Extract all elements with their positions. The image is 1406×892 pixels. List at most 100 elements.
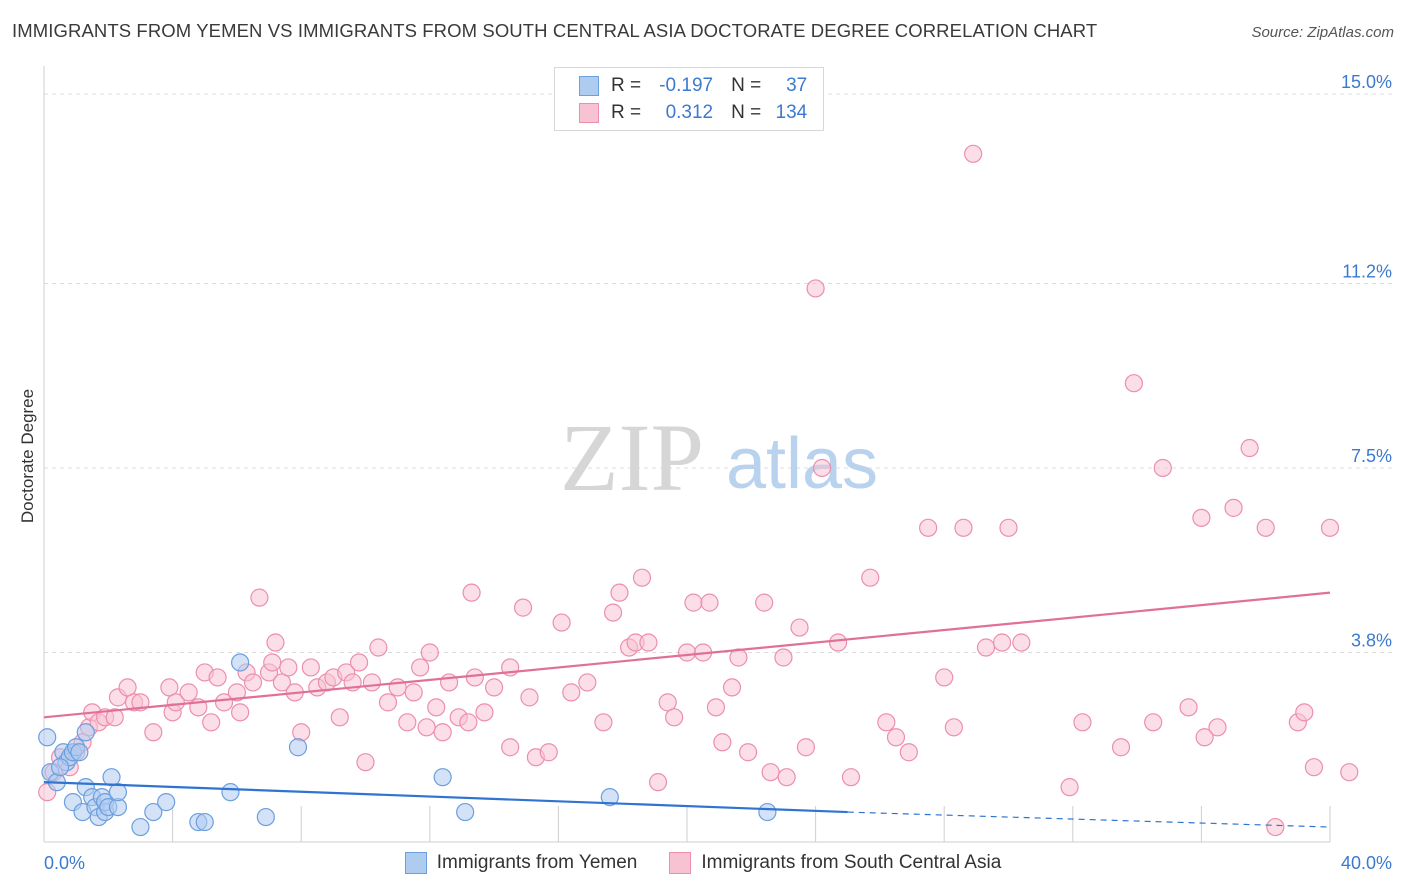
point-south-central-asia — [812, 458, 832, 478]
point-south-central-asia — [279, 658, 298, 677]
legend-r-label: R = — [611, 102, 642, 123]
point-yemen — [70, 743, 89, 762]
point-south-central-asia — [665, 708, 684, 727]
point-south-central-asia — [796, 738, 816, 757]
point-south-central-asia — [999, 518, 1018, 537]
legend-n-value-south-central-asia: 134 — [775, 102, 808, 123]
axes — [43, 66, 1331, 843]
point-south-central-asia — [1144, 713, 1163, 732]
point-south-central-asia — [552, 613, 571, 632]
point-south-central-asia — [1153, 458, 1172, 478]
point-south-central-asia — [166, 693, 185, 712]
legend-item-south-central-asia[interactable]: Immigrants from South Central Asia — [669, 852, 1001, 874]
point-south-central-asia — [417, 718, 436, 737]
point-yemen — [144, 802, 163, 822]
point-south-central-asia — [954, 518, 973, 537]
point-south-central-asia — [639, 633, 658, 652]
trend-lines — [43, 591, 1331, 828]
point-south-central-asia — [118, 678, 137, 697]
point-south-central-asia — [420, 643, 439, 662]
point-south-central-asia — [1295, 703, 1314, 722]
point-south-central-asia — [349, 653, 369, 672]
point-south-central-asia — [738, 743, 758, 762]
point-south-central-asia — [790, 618, 809, 637]
point-south-central-asia — [330, 708, 349, 727]
point-south-central-asia — [964, 144, 983, 163]
point-south-central-asia — [356, 753, 375, 772]
point-south-central-asia — [713, 733, 732, 752]
point-south-central-asia — [632, 568, 652, 587]
x-tick-labels: 0.0% 40.0% — [44, 853, 1392, 873]
legend-row-yemen: R = -0.197 N = 37 — [579, 74, 807, 98]
point-south-central-asia — [378, 693, 398, 712]
legend-label-yemen: Immigrants from Yemen — [436, 852, 638, 873]
point-south-central-asia — [301, 658, 320, 677]
point-south-central-asia — [398, 713, 417, 732]
y-tick-label: 11.2% — [1342, 261, 1392, 281]
legend-item-yemen[interactable]: Immigrants from Yemen — [404, 852, 638, 874]
point-south-central-asia — [485, 678, 504, 697]
legend-r-value-yemen: -0.197 — [659, 75, 714, 96]
legend-swatch-yemen — [404, 852, 427, 874]
trend-line-yemen-extrapolated — [847, 811, 1331, 828]
x-tick-max: 40.0% — [1341, 853, 1392, 873]
point-south-central-asia — [243, 673, 263, 692]
legend-r-label: R = — [611, 75, 642, 96]
point-yemen — [221, 783, 240, 802]
point-south-central-asia — [1012, 633, 1031, 652]
point-yemen — [195, 812, 214, 832]
point-south-central-asia — [263, 653, 282, 672]
point-south-central-asia — [658, 693, 677, 712]
point-south-central-asia — [992, 633, 1012, 652]
point-south-central-asia — [603, 603, 623, 622]
point-south-central-asia — [806, 279, 825, 298]
point-south-central-asia — [465, 668, 484, 687]
source-label: Source: ZipAtlas.com — [1251, 24, 1394, 41]
point-south-central-asia — [677, 643, 697, 662]
point-south-central-asia — [578, 673, 597, 692]
point-south-central-asia — [501, 738, 520, 757]
y-tick-label: 15.0% — [1341, 72, 1392, 92]
point-south-central-asia — [1124, 374, 1143, 393]
point-south-central-asia — [105, 708, 124, 727]
point-south-central-asia — [214, 693, 234, 712]
point-south-central-asia — [1240, 438, 1259, 458]
point-south-central-asia — [861, 568, 880, 587]
point-south-central-asia — [1060, 778, 1079, 797]
point-south-central-asia — [202, 713, 221, 732]
y-tick-labels: 3.8% 7.5% 11.2% 15.0% — [1341, 72, 1392, 651]
series-south-central-asia — [38, 144, 1359, 837]
point-south-central-asia — [1266, 817, 1285, 837]
point-south-central-asia — [777, 768, 796, 787]
point-south-central-asia — [1256, 518, 1275, 537]
point-yemen — [157, 793, 176, 812]
point-south-central-asia — [411, 658, 430, 677]
point-south-central-asia — [610, 583, 629, 602]
point-yemen — [256, 807, 275, 827]
point-south-central-asia — [976, 638, 996, 657]
point-south-central-asia — [562, 683, 581, 702]
point-south-central-asia — [706, 698, 726, 717]
point-south-central-asia — [459, 713, 478, 732]
legend-n-value-yemen: 37 — [786, 75, 808, 96]
point-south-central-asia — [227, 683, 246, 702]
point-south-central-asia — [1195, 728, 1214, 747]
point-south-central-asia — [208, 668, 227, 687]
trend-line-south-central-asia — [43, 591, 1331, 719]
legend-swatch-south-central-asia — [579, 103, 599, 123]
point-yemen — [108, 783, 128, 802]
point-south-central-asia — [899, 743, 918, 762]
point-south-central-asia — [292, 723, 311, 742]
point-south-central-asia — [841, 768, 861, 787]
point-south-central-asia — [1304, 758, 1324, 777]
point-south-central-asia — [886, 728, 906, 747]
watermark: ZIP atlas — [560, 404, 878, 511]
point-south-central-asia — [594, 713, 613, 732]
y-tick-label: 7.5% — [1351, 446, 1392, 466]
point-south-central-asia — [944, 718, 963, 737]
point-south-central-asia — [1340, 763, 1359, 782]
point-south-central-asia — [462, 583, 481, 602]
point-yemen — [288, 738, 308, 757]
point-south-central-asia — [829, 633, 848, 652]
point-yemen — [50, 758, 70, 777]
